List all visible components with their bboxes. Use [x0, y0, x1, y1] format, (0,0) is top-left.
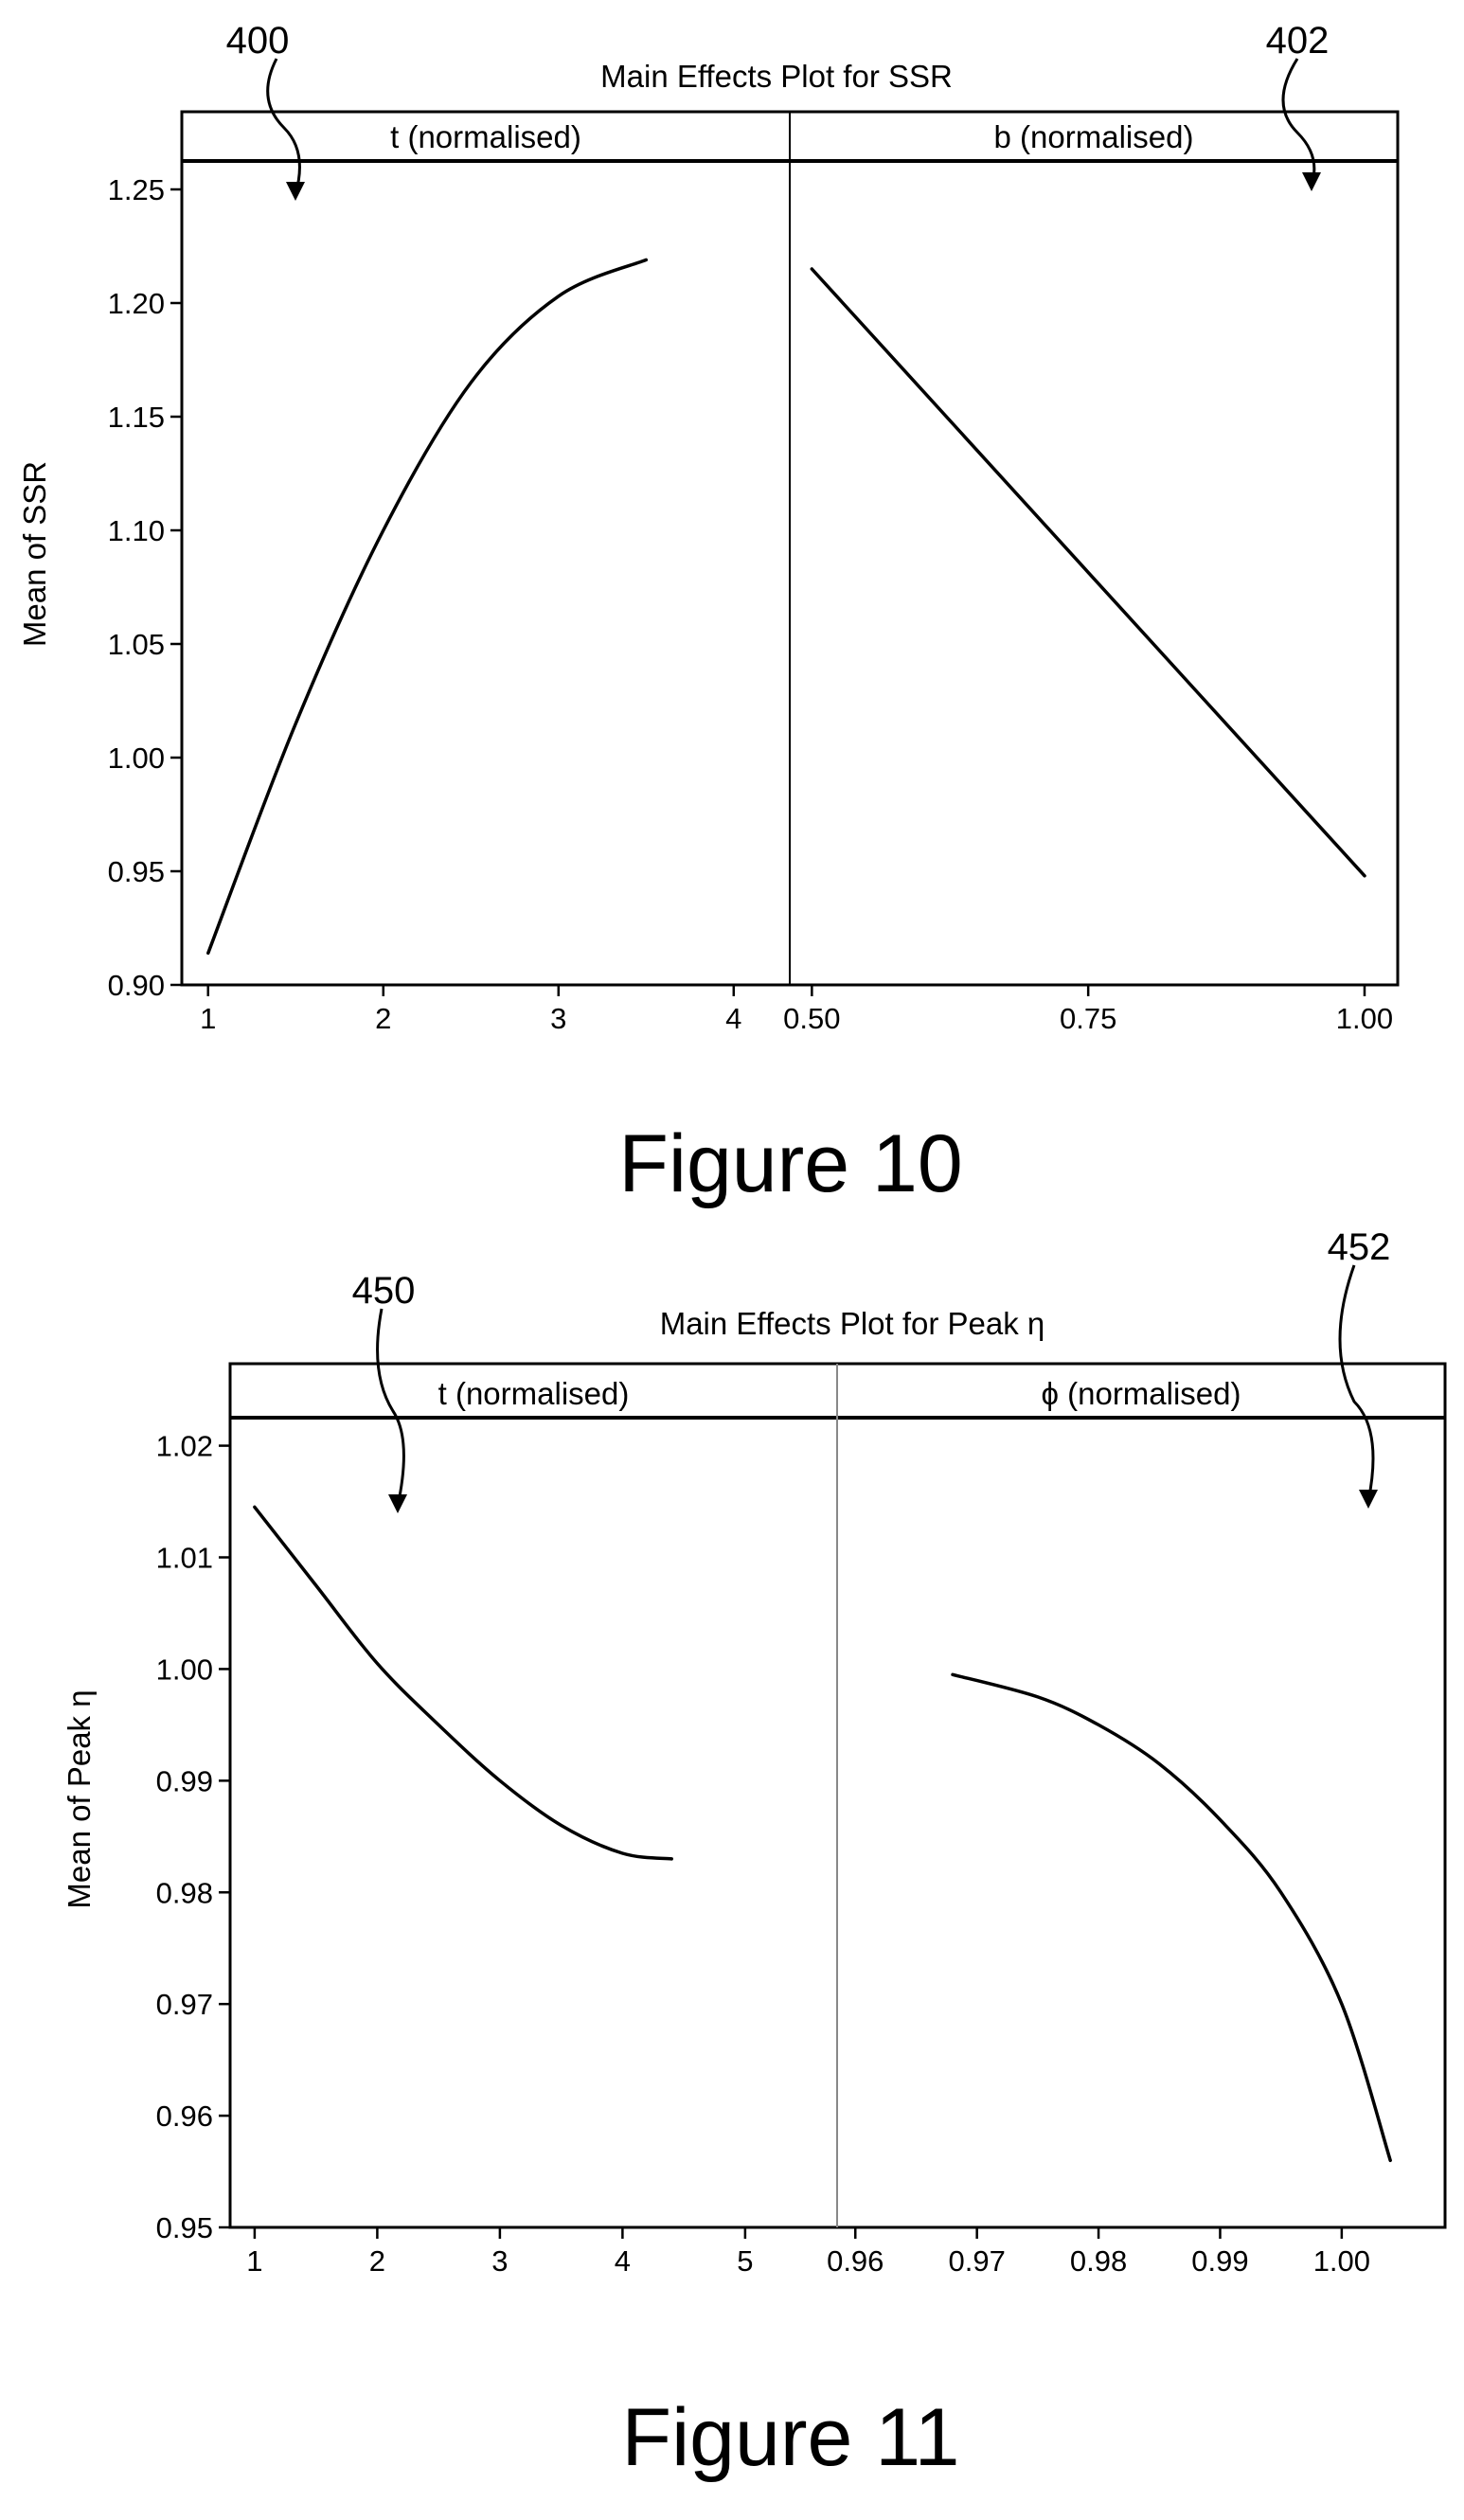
y-tick-label: 1.05: [108, 628, 165, 661]
reference-numeral: 450: [352, 1270, 416, 1312]
panel-strip-label: b (normalised): [994, 119, 1194, 154]
y-axis-label: Mean of Peak η: [62, 1689, 97, 1908]
leader-line: [1281, 58, 1316, 186]
y-tick-label: 1.10: [108, 514, 165, 547]
arrow-head-icon: [1302, 172, 1321, 191]
x-tick-label: 0.75: [1060, 1002, 1116, 1035]
arrow-head-icon: [388, 1494, 407, 1513]
y-axis-label: Mean of SSR: [17, 461, 52, 647]
x-tick-label: 1: [200, 1002, 216, 1035]
y-tick-label: 0.96: [156, 2100, 213, 2133]
y-tick-label: 1.25: [108, 173, 165, 206]
x-tick-label: 1.00: [1336, 1002, 1393, 1035]
x-tick-label: 3: [550, 1002, 566, 1035]
y-tick-label: 0.99: [156, 1764, 213, 1797]
y-tick-label: 1.01: [156, 1542, 213, 1575]
series-line: [810, 267, 1366, 878]
x-tick-label: 1.00: [1313, 2244, 1370, 2278]
y-tick-label: 0.98: [156, 1876, 213, 1909]
panel-strip-label: ϕ (normalised): [1041, 1376, 1241, 1411]
y-tick-label: 1.15: [108, 401, 165, 434]
figure-caption: Figure 10: [618, 1118, 962, 1209]
reference-numeral: 452: [1328, 1226, 1391, 1268]
chart-title: Main Effects Plot for Peak η: [660, 1306, 1045, 1341]
chart-1: Main Effects Plot for SSR Mean of SSR 0.90…: [17, 20, 1400, 1209]
chart-title: Main Effects Plot for SSR: [600, 59, 953, 94]
arrow-head-icon: [1359, 1490, 1378, 1509]
leader-line: [376, 1308, 405, 1507]
panel-1: t (normalised) 1 2 3 4: [200, 119, 741, 1035]
panel-1: t (normalised) 1 2 3 4 5: [246, 1376, 753, 2278]
x-tick-label: 1: [246, 2244, 262, 2278]
y-tick-label: 0.97: [156, 1988, 213, 2021]
y-tick-label: 1.00: [108, 742, 165, 775]
x-tick-label: 0.50: [783, 1002, 840, 1035]
panel-strip-label: t (normalised): [438, 1376, 630, 1411]
chart-2: Main Effects Plot for Peak η Mean of Peak…: [62, 1226, 1447, 2483]
reference-numeral: 402: [1266, 20, 1330, 62]
x-tick-label: 4: [725, 1002, 741, 1035]
y-tick-label: 0.90: [108, 969, 165, 1002]
x-tick-label: 2: [369, 2244, 385, 2278]
arrow-head-icon: [286, 182, 305, 201]
x-tick-label: 0.99: [1191, 2244, 1248, 2278]
x-tick-label: 2: [375, 1002, 391, 1035]
leader-line: [266, 58, 301, 195]
y-tick-label: 0.95: [108, 855, 165, 888]
x-tick-label: 0.96: [827, 2244, 884, 2278]
figure-caption: Figure 11: [622, 2392, 960, 2483]
reference-numeral: 400: [226, 20, 290, 62]
leader-line: [1338, 1264, 1375, 1502]
x-tick-label: 0.97: [948, 2244, 1005, 2278]
series-line: [206, 258, 649, 956]
x-tick-label: 3: [491, 2244, 508, 2278]
panel-2: ϕ (normalised) 0.96 0.97 0.98 0.99 1.00: [827, 1376, 1392, 2278]
series-line: [951, 1672, 1392, 2163]
panel-2: b (normalised) 0.50 0.75 1.00: [783, 119, 1393, 1035]
series-line: [253, 1505, 673, 1861]
panel-strip-label: t (normalised): [390, 119, 581, 154]
y-tick-label: 0.95: [156, 2211, 213, 2244]
y-tick-label: 1.20: [108, 287, 165, 320]
x-tick-label: 0.98: [1070, 2244, 1127, 2278]
y-tick-label: 1.00: [156, 1653, 213, 1686]
x-tick-label: 5: [737, 2244, 753, 2278]
y-tick-label: 1.02: [156, 1430, 213, 1463]
x-tick-label: 4: [615, 2244, 631, 2278]
